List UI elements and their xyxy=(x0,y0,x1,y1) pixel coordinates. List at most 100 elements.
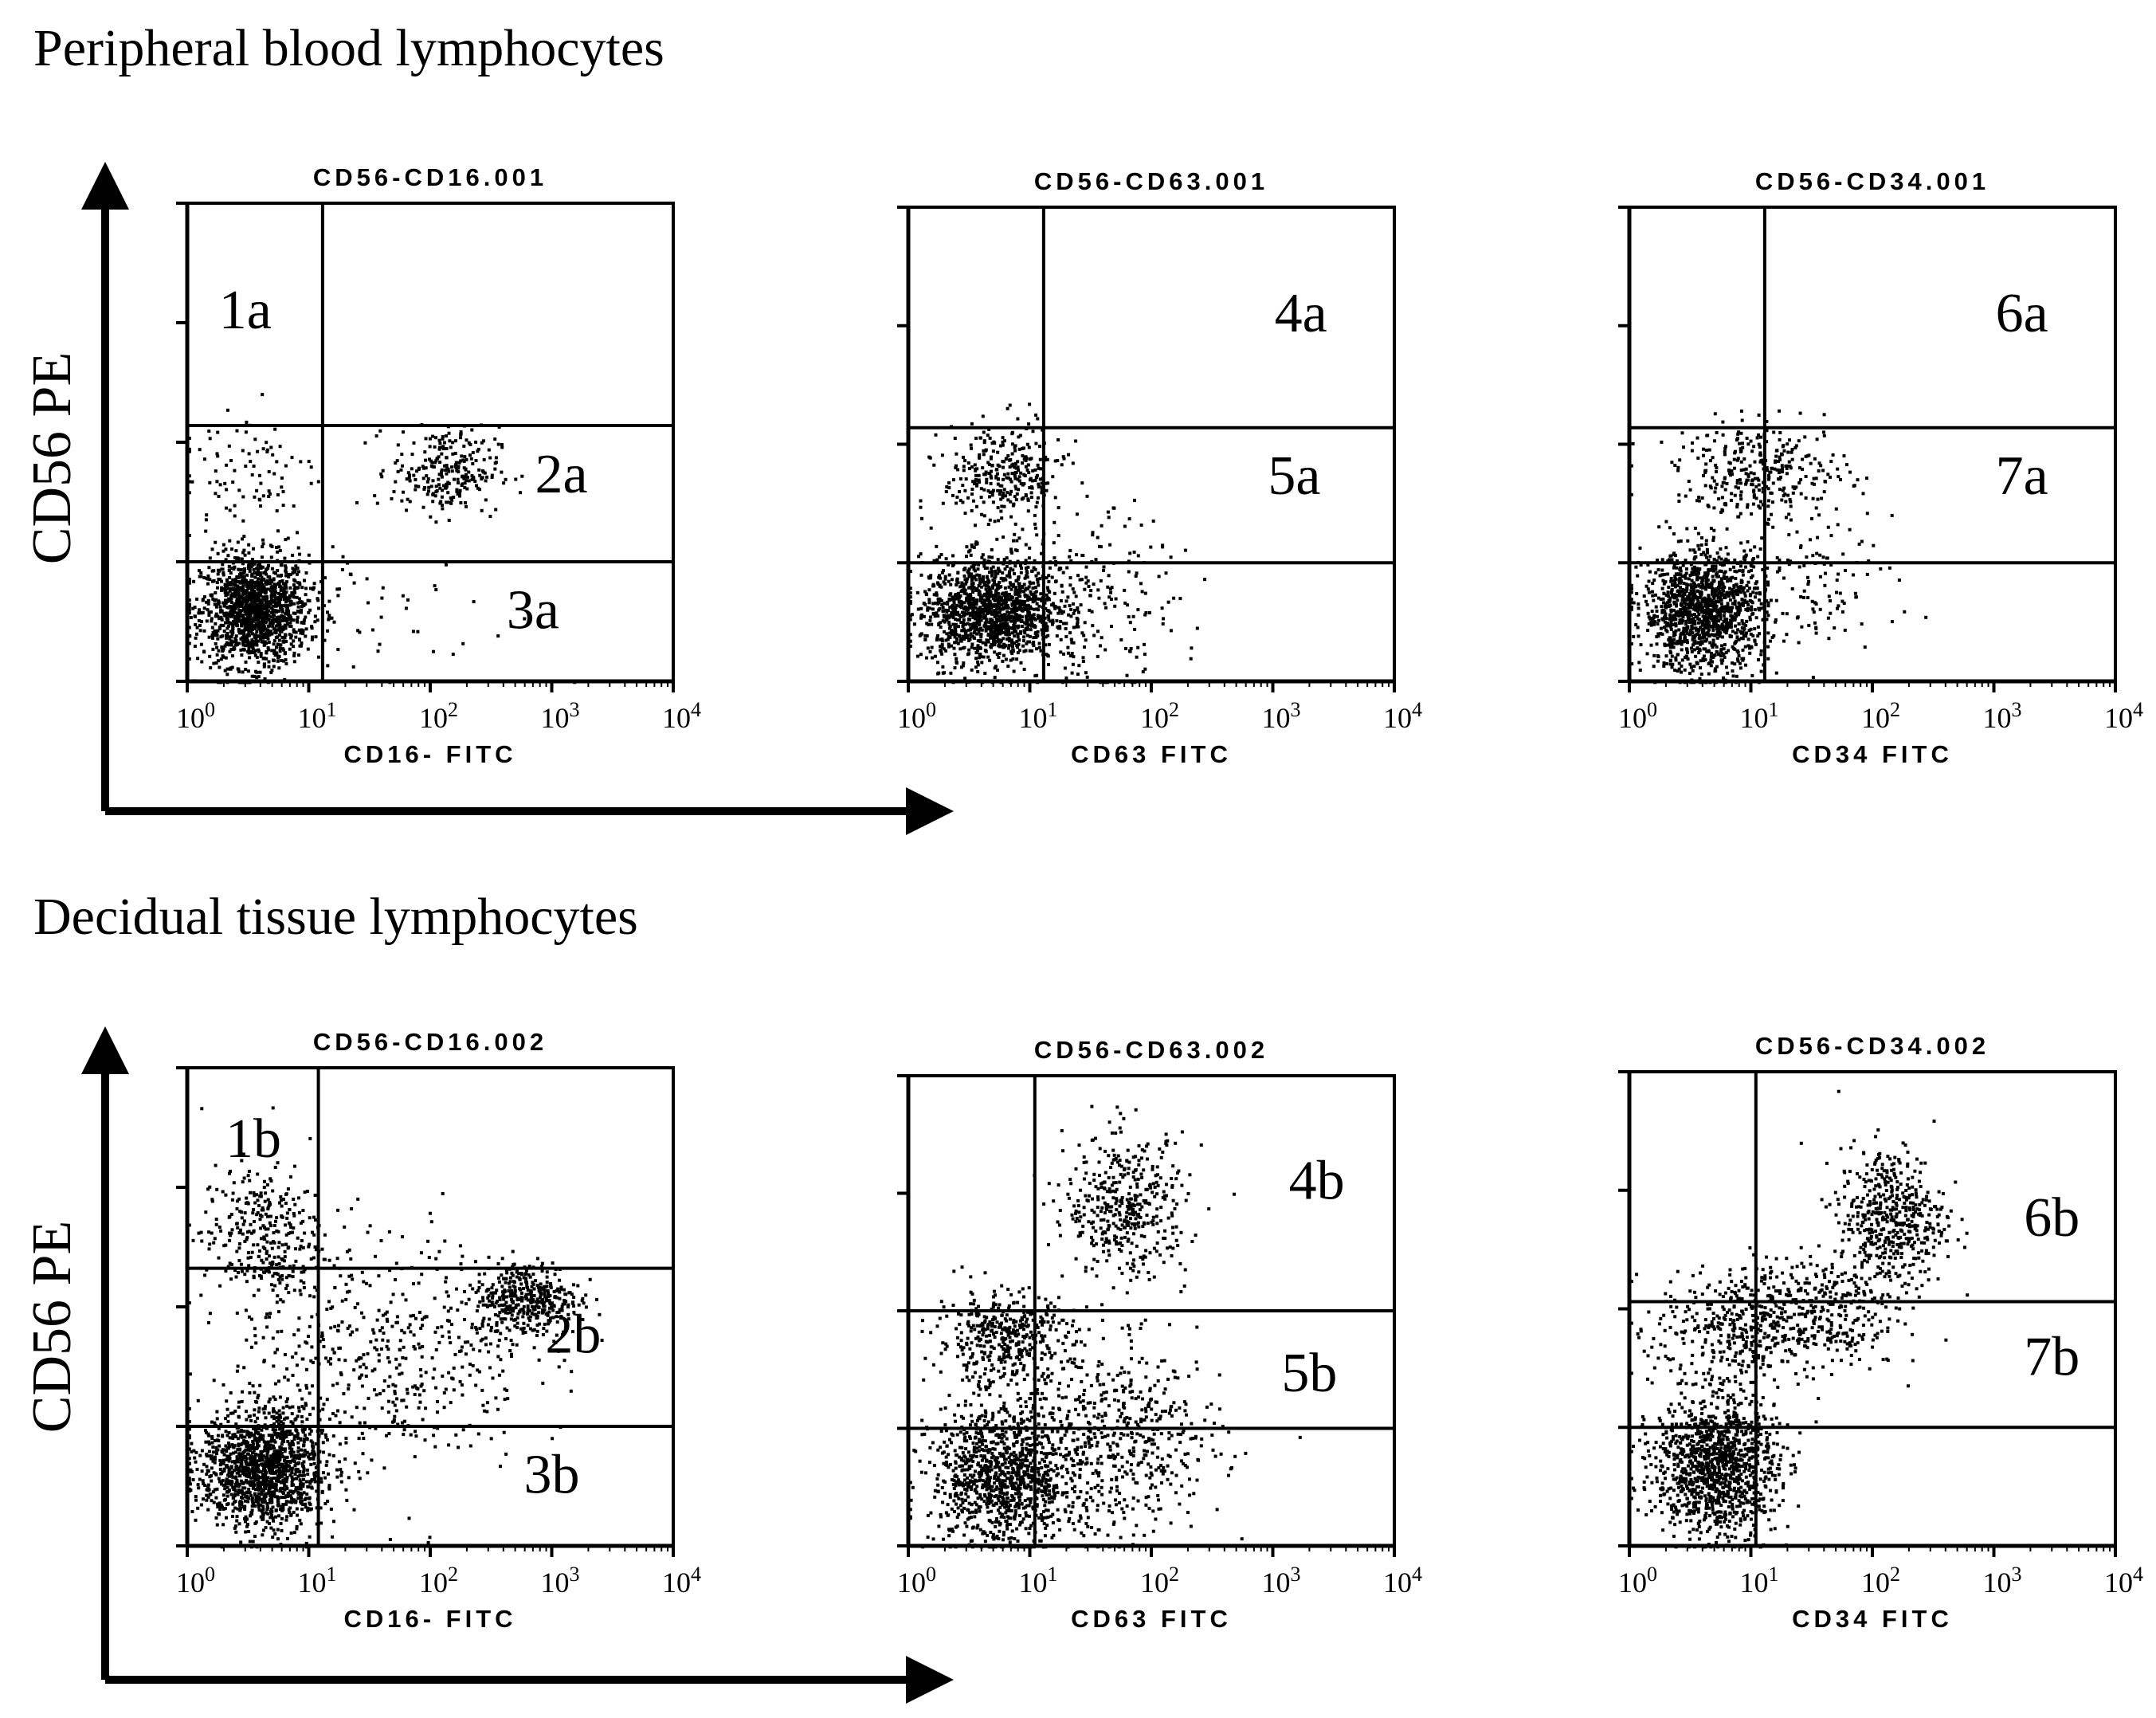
event-dot xyxy=(1699,552,1703,556)
event-dot xyxy=(401,464,404,468)
event-dot xyxy=(937,671,941,675)
event-dot xyxy=(219,615,223,619)
event-dot xyxy=(1756,634,1760,638)
event-dot xyxy=(206,577,210,581)
event-dot xyxy=(988,462,991,466)
event-dot xyxy=(299,460,303,464)
event-dot xyxy=(437,477,441,481)
event-dot xyxy=(1059,637,1063,641)
event-dot xyxy=(996,506,1000,510)
event-dot xyxy=(1707,569,1711,573)
event-dot xyxy=(1711,645,1715,649)
event-dot xyxy=(951,622,955,626)
event-dot xyxy=(920,516,923,520)
event-dot xyxy=(1010,607,1013,611)
event-dot xyxy=(972,567,976,571)
event-dot xyxy=(1723,630,1727,633)
event-dot xyxy=(276,622,280,626)
event-dot xyxy=(286,606,289,610)
event-dot xyxy=(443,464,446,468)
event-dot xyxy=(1023,474,1027,477)
event-dot xyxy=(1696,621,1700,625)
event-dot xyxy=(216,637,220,641)
event-dot xyxy=(1045,593,1049,597)
event-dot xyxy=(1002,504,1006,508)
event-dot xyxy=(250,650,254,654)
event-dot xyxy=(1675,641,1679,645)
event-dot xyxy=(240,557,244,561)
event-dot xyxy=(224,643,228,646)
event-dot xyxy=(935,611,939,615)
event-dot xyxy=(953,666,957,670)
event-dot xyxy=(480,477,484,480)
event-dot xyxy=(947,480,951,484)
event-dot xyxy=(937,623,941,627)
event-dot xyxy=(990,623,994,626)
event-dot xyxy=(290,456,294,460)
event-dot xyxy=(280,485,284,489)
event-dot xyxy=(1009,477,1013,481)
event-dot xyxy=(985,606,989,610)
event-dot xyxy=(994,569,998,573)
event-dot xyxy=(973,463,977,467)
event-dot xyxy=(994,583,998,586)
event-dot xyxy=(425,474,429,478)
event-dot xyxy=(316,618,319,622)
event-dot xyxy=(277,638,281,642)
event-dot xyxy=(311,635,315,639)
event-dot xyxy=(1742,586,1746,590)
event-dot xyxy=(1740,657,1744,661)
event-dot xyxy=(965,580,969,584)
event-dot xyxy=(283,651,287,655)
event-dot xyxy=(1692,607,1696,611)
event-dot xyxy=(234,588,238,592)
event-dot xyxy=(1741,603,1745,607)
event-dot xyxy=(999,596,1002,600)
event-dot xyxy=(1676,669,1680,673)
event-dot xyxy=(214,641,218,645)
event-dot xyxy=(938,555,942,559)
event-dot xyxy=(1006,627,1010,631)
event-dot xyxy=(187,437,191,440)
event-dot xyxy=(1102,568,1106,572)
event-dot xyxy=(229,630,233,633)
event-dot xyxy=(251,632,254,636)
event-dot xyxy=(1133,498,1136,502)
event-dot xyxy=(292,628,296,632)
event-dot xyxy=(967,638,971,642)
event-dot xyxy=(1720,623,1724,627)
event-dot xyxy=(966,618,970,622)
event-dot xyxy=(221,624,225,627)
event-dot xyxy=(1108,543,1112,547)
event-dot xyxy=(983,567,987,570)
event-dot xyxy=(441,447,445,451)
event-dot xyxy=(1016,577,1020,581)
event-dot xyxy=(1040,485,1044,489)
event-dot xyxy=(235,602,239,606)
event-dot xyxy=(985,618,989,622)
event-dot xyxy=(1017,575,1021,579)
event-dot xyxy=(241,495,245,499)
event-dot xyxy=(193,645,197,648)
event-dot xyxy=(1673,622,1677,626)
event-dot xyxy=(956,641,960,645)
event-dot xyxy=(267,648,271,652)
event-dot xyxy=(278,623,282,627)
event-dot xyxy=(1749,627,1753,631)
event-dot xyxy=(1688,614,1691,618)
event-dot xyxy=(280,615,284,619)
event-dot xyxy=(996,591,1000,595)
event-dot xyxy=(434,520,438,524)
event-dot xyxy=(1028,402,1032,406)
event-dot xyxy=(211,647,215,651)
event-dot xyxy=(279,626,283,630)
event-dot xyxy=(221,571,225,575)
event-dot xyxy=(1737,586,1741,590)
event-dot xyxy=(995,472,999,476)
event-dot xyxy=(1720,605,1724,609)
event-dot xyxy=(1020,608,1024,612)
event-dot xyxy=(1689,631,1693,635)
event-dot xyxy=(250,644,254,648)
event-dot xyxy=(1007,598,1011,602)
event-dot xyxy=(1010,464,1014,468)
